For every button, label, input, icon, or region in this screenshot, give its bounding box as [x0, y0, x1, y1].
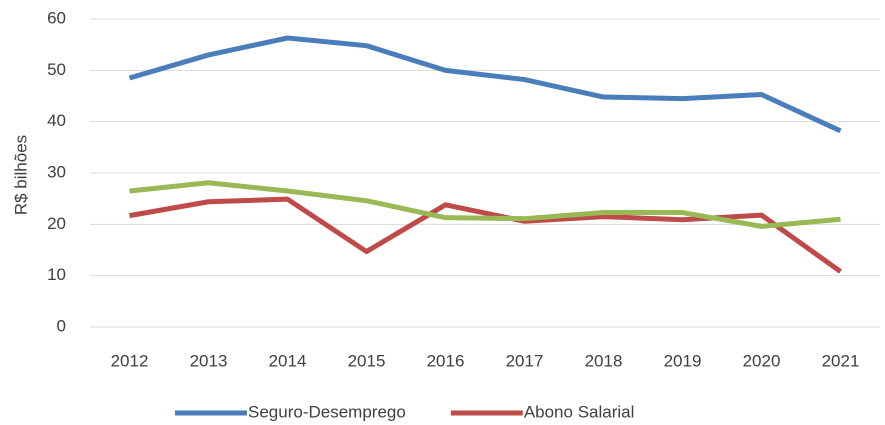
- x-tick-label: 2018: [585, 351, 623, 370]
- series-line: [129, 180, 841, 229]
- x-tick-label: 2017: [506, 351, 544, 370]
- x-tick-label: 2020: [743, 351, 781, 370]
- x-tick-label: 2013: [190, 351, 228, 370]
- y-axis-label: R$ bilhões: [11, 135, 30, 215]
- legend-label: Abono Salarial: [524, 402, 635, 421]
- series-line: [128, 35, 842, 134]
- x-tick-label: 2012: [111, 351, 149, 370]
- x-tick-label: 2016: [427, 351, 465, 370]
- x-tick-label: 2021: [822, 351, 860, 370]
- y-tick-label: 20: [47, 214, 66, 233]
- y-tick-label: 40: [47, 111, 66, 130]
- y-tick-label: 10: [47, 265, 66, 284]
- y-tick-label: 60: [47, 8, 66, 27]
- legend-label: Seguro-Desemprego: [248, 402, 406, 421]
- y-tick-label: 0: [57, 316, 66, 335]
- x-tick-label: 2015: [348, 351, 386, 370]
- y-tick-label: 50: [47, 60, 66, 79]
- x-tick-label: 2019: [664, 351, 702, 370]
- x-tick-label: 2014: [269, 351, 307, 370]
- series-line: [129, 196, 842, 274]
- y-tick-label: 30: [47, 162, 66, 181]
